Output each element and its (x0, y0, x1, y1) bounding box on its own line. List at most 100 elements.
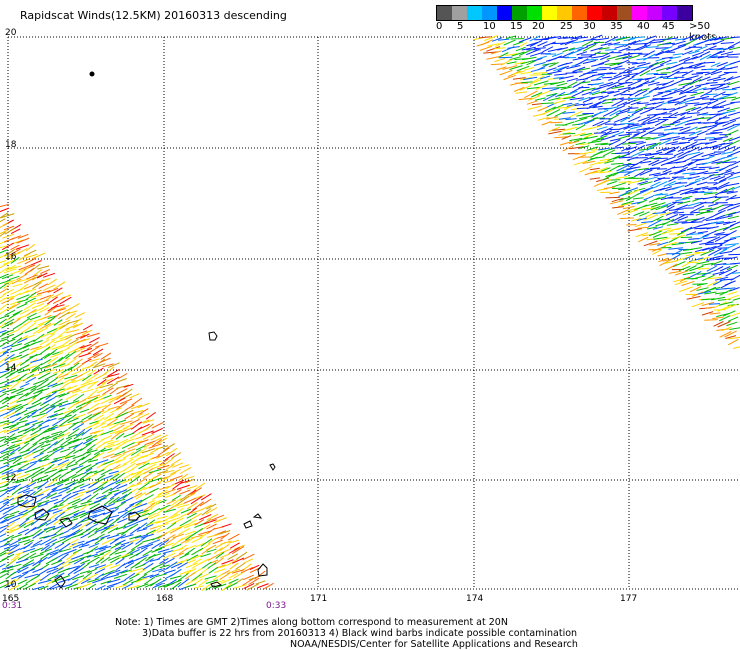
wind-barb (191, 547, 204, 556)
wind-barb (202, 561, 212, 569)
wind-barb (103, 497, 115, 506)
wind-barb (597, 72, 613, 75)
wind-barb (4, 550, 15, 555)
wind-barb (25, 365, 37, 371)
wind-barb (156, 532, 168, 540)
wind-barb (31, 373, 42, 378)
wind-barb (39, 538, 52, 546)
wind-barb (622, 55, 633, 60)
wind-barb (47, 424, 58, 431)
wind-barb (177, 495, 190, 505)
wind-barb (697, 256, 710, 262)
wind-barb (150, 501, 161, 509)
wind-barb (16, 237, 30, 244)
wind-barb (17, 460, 28, 465)
wind-barb (17, 442, 30, 452)
wind-barb (686, 166, 698, 171)
wind-barb (19, 449, 30, 454)
wind-barb (727, 123, 740, 132)
wind-barb (93, 414, 104, 421)
wind-barb (66, 357, 77, 366)
footnote-line: Note: 1) Times are GMT 2)Times along bot… (115, 617, 508, 628)
wind-barb (219, 548, 231, 554)
wind-barb (106, 583, 118, 588)
wind-barb (665, 88, 677, 92)
wind-barb (129, 432, 141, 439)
wind-barb (8, 311, 21, 320)
wind-barb (5, 253, 17, 259)
legend-label: 20 (532, 21, 545, 32)
wind-barb (129, 418, 140, 425)
island-outlines (17, 71, 276, 589)
wind-barb (99, 383, 113, 389)
wind-barb (170, 475, 183, 481)
wind-barb (589, 177, 601, 180)
wind-barb (16, 378, 28, 383)
wind-barb (85, 518, 97, 527)
wind-barb (516, 65, 530, 72)
wind-barb (8, 251, 21, 260)
wind-barb (45, 368, 57, 373)
wind-barb (248, 577, 260, 585)
latitude-label: 14 (5, 363, 17, 373)
wind-barb (615, 140, 627, 148)
wind-barb (669, 56, 681, 60)
wind-barb (636, 167, 649, 171)
wind-barb (178, 547, 188, 555)
wind-barb (24, 473, 35, 480)
wind-barb (68, 400, 80, 405)
wind-barb (17, 528, 30, 535)
wind-barb (730, 36, 740, 39)
wind-barb (65, 393, 78, 401)
wind-barb (659, 211, 671, 216)
wind-barb (630, 101, 641, 106)
wind-barb (116, 378, 127, 383)
wind-barb (668, 270, 681, 274)
wind-barb (182, 497, 196, 505)
wind-barb (660, 196, 674, 201)
wind-barb (699, 53, 712, 61)
wind-barb (73, 358, 83, 366)
wind-barb (12, 478, 24, 484)
wind-barb (72, 422, 85, 431)
wind-barb (557, 106, 570, 109)
wind-barb (639, 69, 651, 77)
wind-barb (124, 503, 135, 511)
wind-barb (70, 554, 84, 560)
wind-barb (100, 417, 112, 425)
legend-label: 30 (583, 21, 596, 32)
wind-barb (697, 231, 708, 234)
wind-barb (716, 61, 728, 67)
wind-barb (36, 387, 50, 393)
wind-barb (228, 533, 240, 541)
wind-barb (39, 332, 52, 339)
wind-barb (45, 518, 58, 527)
wind-barb (73, 483, 85, 489)
wind-barb (144, 463, 157, 471)
wind-barb (228, 558, 239, 565)
wind-barb (633, 130, 646, 136)
legend-swatch (527, 6, 542, 20)
wind-barb (123, 583, 134, 589)
wind-barb (156, 523, 169, 528)
wind-barb (185, 531, 197, 541)
wind-barb (0, 297, 8, 302)
wind-barb (593, 99, 607, 108)
wind-barb (17, 233, 29, 239)
wind-barb (72, 438, 83, 443)
wind-barb (633, 211, 645, 217)
wind-barb (566, 102, 579, 107)
wind-barb (24, 438, 35, 445)
wind-barb (705, 82, 718, 84)
wind-barb (88, 481, 98, 489)
wind-barb (687, 247, 703, 251)
wind-barb (73, 431, 85, 440)
wind-barb (596, 120, 611, 127)
wind-barb (663, 180, 676, 187)
wind-barb (38, 454, 49, 461)
wind-barb (53, 504, 64, 508)
wind-barb (619, 71, 633, 74)
wind-barb (710, 70, 722, 76)
wind-barb (631, 62, 646, 65)
wind-barb (609, 138, 621, 142)
